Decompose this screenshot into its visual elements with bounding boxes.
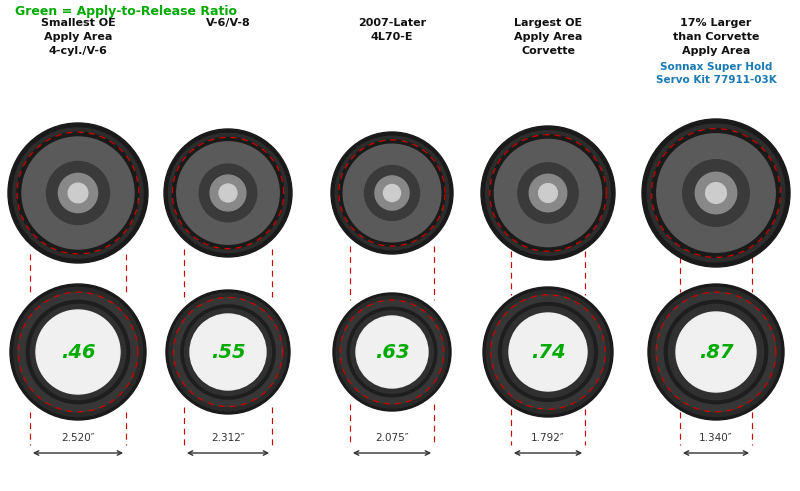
Circle shape bbox=[177, 142, 279, 244]
Circle shape bbox=[199, 164, 257, 222]
Text: Apply Area: Apply Area bbox=[514, 32, 582, 42]
Circle shape bbox=[481, 126, 615, 260]
Text: .87: .87 bbox=[698, 343, 734, 361]
Circle shape bbox=[486, 131, 610, 255]
Circle shape bbox=[172, 137, 284, 248]
Circle shape bbox=[375, 176, 409, 210]
Text: Apply Area: Apply Area bbox=[682, 46, 750, 56]
Circle shape bbox=[656, 292, 776, 412]
Circle shape bbox=[14, 287, 142, 416]
Circle shape bbox=[166, 290, 290, 414]
Circle shape bbox=[190, 314, 266, 390]
Circle shape bbox=[365, 165, 419, 220]
Text: 17% Larger: 17% Larger bbox=[680, 18, 752, 28]
Text: 1.792″: 1.792″ bbox=[531, 433, 565, 443]
Circle shape bbox=[652, 129, 780, 257]
Circle shape bbox=[36, 310, 120, 394]
Text: than Corvette: than Corvette bbox=[673, 32, 759, 42]
Text: 4-cyl./V-6: 4-cyl./V-6 bbox=[49, 46, 107, 56]
Circle shape bbox=[8, 123, 148, 263]
Text: 2.075″: 2.075″ bbox=[375, 433, 409, 443]
Circle shape bbox=[483, 287, 613, 417]
Text: Servo Kit 77911-03K: Servo Kit 77911-03K bbox=[656, 75, 776, 85]
Text: Corvette: Corvette bbox=[521, 46, 575, 56]
Circle shape bbox=[174, 298, 282, 407]
Circle shape bbox=[219, 184, 237, 202]
Circle shape bbox=[383, 185, 401, 201]
Circle shape bbox=[664, 300, 768, 404]
Circle shape bbox=[651, 287, 781, 416]
Text: Apply Area: Apply Area bbox=[44, 32, 112, 42]
Circle shape bbox=[669, 304, 763, 400]
Text: .74: .74 bbox=[530, 343, 566, 361]
Circle shape bbox=[486, 290, 610, 414]
Text: Green = Apply-to-Release Ratio: Green = Apply-to-Release Ratio bbox=[15, 5, 237, 18]
Circle shape bbox=[350, 311, 434, 393]
Circle shape bbox=[502, 306, 594, 398]
Circle shape bbox=[335, 136, 449, 250]
Circle shape bbox=[10, 284, 146, 420]
Text: .46: .46 bbox=[61, 343, 95, 361]
Text: .63: .63 bbox=[374, 343, 410, 361]
Circle shape bbox=[648, 284, 784, 420]
Text: 4L70-E: 4L70-E bbox=[370, 32, 414, 42]
Circle shape bbox=[340, 300, 444, 404]
Circle shape bbox=[22, 137, 134, 249]
Circle shape bbox=[68, 183, 88, 203]
Circle shape bbox=[46, 162, 110, 224]
Text: 2007-Later: 2007-Later bbox=[358, 18, 426, 28]
Circle shape bbox=[164, 129, 292, 257]
Circle shape bbox=[491, 295, 606, 409]
Circle shape bbox=[210, 175, 246, 211]
Circle shape bbox=[336, 296, 448, 408]
Circle shape bbox=[185, 309, 271, 395]
Circle shape bbox=[518, 163, 578, 223]
Circle shape bbox=[169, 293, 287, 411]
Circle shape bbox=[331, 132, 453, 254]
Circle shape bbox=[530, 174, 566, 212]
Circle shape bbox=[642, 119, 790, 267]
Text: Largest OE: Largest OE bbox=[514, 18, 582, 28]
Circle shape bbox=[682, 160, 750, 226]
Circle shape bbox=[490, 135, 606, 251]
Text: .55: .55 bbox=[210, 343, 246, 361]
Circle shape bbox=[333, 293, 451, 411]
Circle shape bbox=[343, 144, 441, 242]
Circle shape bbox=[509, 313, 587, 391]
Text: 1.340″: 1.340″ bbox=[699, 433, 733, 443]
Circle shape bbox=[18, 292, 138, 412]
Circle shape bbox=[494, 139, 602, 246]
Circle shape bbox=[676, 312, 756, 392]
Circle shape bbox=[26, 300, 130, 404]
Circle shape bbox=[17, 132, 139, 254]
Text: V-6/V-8: V-6/V-8 bbox=[206, 18, 250, 28]
Circle shape bbox=[181, 305, 275, 399]
Circle shape bbox=[695, 172, 737, 214]
Text: Sonnax Super Hold: Sonnax Super Hold bbox=[660, 62, 772, 72]
Circle shape bbox=[706, 183, 726, 203]
Circle shape bbox=[538, 184, 558, 202]
Circle shape bbox=[356, 316, 428, 388]
Circle shape bbox=[58, 173, 98, 213]
Circle shape bbox=[169, 134, 287, 252]
Text: 2.520″: 2.520″ bbox=[61, 433, 95, 443]
Circle shape bbox=[30, 304, 126, 400]
Circle shape bbox=[657, 134, 775, 252]
Text: 2.312″: 2.312″ bbox=[211, 433, 245, 443]
Circle shape bbox=[647, 124, 785, 262]
Circle shape bbox=[339, 140, 445, 246]
Text: Smallest OE: Smallest OE bbox=[41, 18, 115, 28]
Circle shape bbox=[13, 128, 143, 258]
Circle shape bbox=[347, 307, 437, 397]
Circle shape bbox=[498, 302, 598, 402]
